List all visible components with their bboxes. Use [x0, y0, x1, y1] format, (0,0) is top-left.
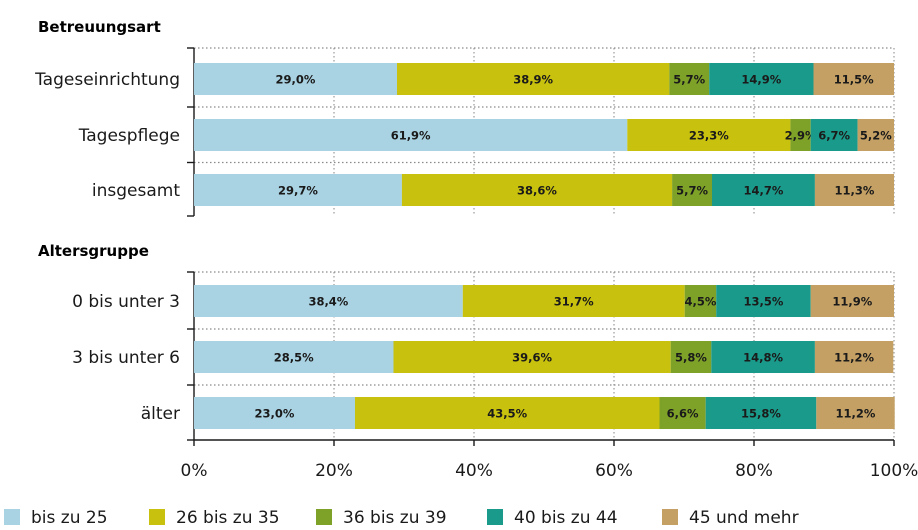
- bar-segment: [397, 63, 670, 95]
- bar-segment: [716, 285, 811, 317]
- category-label: 3 bis unter 6: [72, 348, 180, 368]
- legend: bis zu 25 26 bis zu 35 36 bis zu 39 40 bis …: [4, 508, 799, 528]
- bar-segment: [393, 341, 671, 373]
- data-label: 6,7%: [818, 129, 850, 143]
- data-label: 2,9%: [785, 129, 817, 143]
- data-label: 28,5%: [274, 351, 314, 365]
- group-1: Altersgruppe 0 bis unter 3 38,4% 31,7% 4,5% 1…: [38, 242, 895, 441]
- legend-swatch: [316, 509, 332, 525]
- bar-segment: [194, 397, 355, 429]
- category-label: 0 bis unter 3: [72, 292, 180, 312]
- bar-segment: [355, 397, 660, 429]
- x-tick-label: 0%: [181, 461, 208, 481]
- bar-segment: [670, 341, 712, 373]
- data-label: 43,5%: [487, 407, 527, 421]
- data-label: 4,5%: [684, 295, 716, 309]
- bar-segment: [659, 397, 706, 429]
- group-0: Betreuungsart Tageseinrichtung 29,0% 38,9% 5…: [34, 18, 895, 217]
- bar-segment: [684, 285, 717, 317]
- legend-label: 45 und mehr: [689, 508, 799, 528]
- legend-label: 26 bis zu 35: [176, 508, 280, 528]
- data-label: 11,9%: [832, 295, 872, 309]
- category-label: Tagespflege: [78, 126, 180, 146]
- legend-label: bis zu 25: [31, 508, 108, 528]
- data-label: 23,0%: [255, 407, 295, 421]
- data-label: 15,8%: [741, 407, 781, 421]
- data-label: 31,7%: [554, 295, 594, 309]
- data-label: 11,2%: [834, 351, 874, 365]
- group-title: Altersgruppe: [38, 242, 149, 260]
- bar-segment: [194, 63, 397, 95]
- legend-swatch: [487, 509, 503, 525]
- data-label: 13,5%: [743, 295, 783, 309]
- bar-segment: [705, 397, 817, 429]
- bar-segment: [814, 341, 894, 373]
- data-label: 23,3%: [689, 129, 729, 143]
- x-tick-label: 60%: [595, 461, 633, 481]
- data-label: 38,4%: [308, 295, 348, 309]
- bar-segment: [194, 285, 463, 317]
- bar-segment: [709, 63, 814, 95]
- bar-segment: [816, 397, 895, 429]
- data-label: 11,2%: [836, 407, 876, 421]
- data-label: 14,8%: [743, 351, 783, 365]
- data-label: 29,0%: [276, 73, 316, 87]
- data-label: 39,6%: [512, 351, 552, 365]
- data-label: 5,8%: [675, 351, 707, 365]
- data-label: 5,7%: [673, 73, 705, 87]
- x-tick-label: 40%: [455, 461, 493, 481]
- x-tick-label: 100%: [870, 461, 918, 481]
- bar-segment: [857, 119, 894, 151]
- data-label: 14,7%: [743, 184, 783, 198]
- category-label: insgesamt: [92, 181, 180, 201]
- data-label: 5,7%: [676, 184, 708, 198]
- data-label: 11,3%: [834, 184, 874, 198]
- x-tick-label: 80%: [735, 461, 773, 481]
- category-label: Tageseinrichtung: [34, 70, 180, 90]
- bar-segment: [669, 63, 710, 95]
- bar-segment: [711, 341, 815, 373]
- x-tick-label: 20%: [315, 461, 353, 481]
- bar-segment: [627, 119, 791, 151]
- bar-segment: [672, 174, 712, 206]
- bar-segment: [810, 285, 894, 317]
- legend-label: 40 bis zu 44: [514, 508, 618, 528]
- data-label: 11,5%: [834, 73, 874, 87]
- bar-segment: [194, 341, 394, 373]
- data-label: 6,6%: [667, 407, 699, 421]
- bar-segment: [194, 174, 402, 206]
- bar-segment: [401, 174, 673, 206]
- legend-swatch: [662, 509, 678, 525]
- data-label: 38,9%: [513, 73, 553, 87]
- data-label: 29,7%: [278, 184, 318, 198]
- bar-segment: [814, 174, 894, 206]
- legend-swatch: [149, 509, 165, 525]
- bar-segment: [790, 119, 811, 151]
- data-label: 61,9%: [391, 129, 431, 143]
- legend-swatch: [4, 509, 20, 525]
- bar-segment: [810, 119, 858, 151]
- data-label: 38,6%: [517, 184, 557, 198]
- bar-segment: [712, 174, 815, 206]
- data-label: 5,2%: [860, 129, 892, 143]
- category-label: älter: [141, 404, 180, 424]
- bar-segment: [462, 285, 685, 317]
- data-label: 14,9%: [741, 73, 781, 87]
- bar-segment: [194, 119, 628, 151]
- bar-segment: [813, 63, 894, 95]
- group-title: Betreuungsart: [38, 18, 161, 36]
- legend-label: 36 bis zu 39: [343, 508, 447, 528]
